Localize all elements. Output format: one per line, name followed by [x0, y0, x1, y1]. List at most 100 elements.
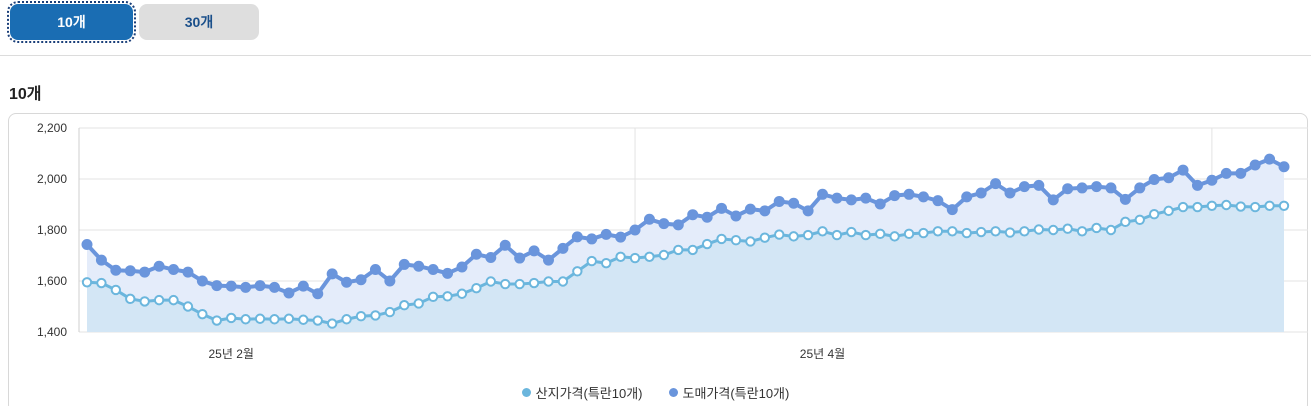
tab-30[interactable]: 30개 [139, 4, 259, 40]
point-origin [269, 314, 280, 325]
point-wholesale [571, 231, 583, 243]
point-wholesale [759, 205, 771, 217]
point-origin [1235, 201, 1246, 212]
point-origin [730, 235, 742, 246]
tab-group: 10개 30개 [7, 1, 259, 43]
point-origin [182, 301, 194, 312]
point-origin [413, 298, 424, 309]
point-wholesale [81, 239, 93, 251]
point-origin [687, 244, 698, 256]
point-wholesale [369, 264, 381, 276]
point-origin [1192, 201, 1203, 213]
point-wholesale [341, 276, 353, 288]
point-origin [427, 291, 439, 303]
point-wholesale [1119, 193, 1131, 205]
point-origin [96, 277, 107, 289]
point-wholesale [442, 267, 454, 279]
point-origin [658, 249, 670, 261]
point-origin [846, 226, 857, 238]
point-origin [701, 238, 713, 250]
point-origin [918, 227, 929, 239]
point-origin [673, 244, 684, 256]
point-wholesale [600, 228, 612, 240]
point-wholesale [701, 211, 713, 223]
point-wholesale [297, 280, 309, 292]
point-wholesale [615, 231, 627, 243]
point-wholesale [1091, 181, 1103, 193]
point-wholesale [946, 204, 958, 216]
point-origin [384, 306, 396, 318]
point-origin [961, 227, 972, 239]
point-origin [312, 315, 323, 326]
point-wholesale [326, 268, 338, 280]
point-wholesale [384, 275, 396, 287]
point-origin [528, 277, 540, 289]
point-wholesale [557, 242, 569, 254]
point-wholesale [643, 213, 655, 225]
point-origin [254, 313, 266, 324]
point-wholesale [456, 261, 468, 273]
point-origin [341, 314, 352, 325]
point-origin [1076, 226, 1088, 237]
point-wholesale [1249, 159, 1261, 171]
tab-10[interactable]: 10개 [7, 1, 136, 43]
point-origin [543, 276, 554, 287]
point-wholesale [889, 190, 901, 202]
point-wholesale [413, 260, 425, 272]
point-origin [240, 314, 251, 325]
point-wholesale [542, 254, 554, 266]
point-wholesale [917, 191, 929, 203]
point-wholesale [1148, 174, 1160, 186]
point-origin [153, 294, 165, 306]
point-origin [774, 229, 785, 240]
point-origin [831, 229, 843, 241]
point-wholesale [355, 274, 367, 286]
point-origin [1278, 200, 1290, 211]
point-origin [802, 229, 814, 241]
point-wholesale [528, 245, 540, 257]
point-origin [932, 226, 944, 237]
point-wholesale [1076, 182, 1088, 194]
x-tick-label: 25년 4월 [800, 347, 845, 361]
divider [0, 55, 1311, 56]
point-origin [370, 310, 381, 321]
point-wholesale [1191, 179, 1203, 191]
point-wholesale [687, 209, 699, 221]
point-origin [557, 276, 569, 287]
point-wholesale [312, 288, 324, 300]
point-origin [1163, 205, 1174, 217]
point-wholesale [817, 188, 829, 200]
point-wholesale [903, 188, 915, 200]
point-wholesale [95, 254, 107, 266]
point-wholesale [470, 248, 482, 260]
y-tick-label: 2,200 [37, 121, 67, 135]
point-wholesale [975, 187, 987, 199]
point-wholesale [802, 205, 814, 217]
point-wholesale [110, 264, 122, 276]
chart-legend: 산지가격(특란10개) 도매가격(특란10개) [0, 383, 1311, 402]
point-wholesale [1206, 174, 1218, 186]
legend-item-origin[interactable]: 산지가격(특란10개) [521, 383, 643, 402]
point-origin [1206, 200, 1218, 211]
point-wholesale [1177, 164, 1189, 176]
point-origin [211, 315, 222, 326]
point-origin [1134, 214, 1145, 226]
point-origin [1120, 216, 1131, 228]
point-wholesale [1033, 179, 1045, 191]
point-wholesale [1264, 153, 1276, 165]
point-wholesale [499, 239, 511, 251]
point-origin [600, 257, 612, 269]
point-wholesale [744, 203, 756, 215]
point-wholesale [1062, 183, 1074, 195]
legend-item-wholesale[interactable]: 도매가격(특란10개) [668, 383, 789, 402]
point-wholesale [586, 233, 598, 245]
point-origin [1105, 224, 1117, 236]
point-origin [1048, 224, 1059, 236]
point-origin [947, 226, 958, 237]
point-origin [1264, 200, 1275, 211]
point-wholesale [225, 280, 237, 292]
point-origin [355, 310, 367, 322]
point-wholesale [124, 265, 136, 277]
x-tick-label: 25년 2월 [208, 347, 253, 361]
